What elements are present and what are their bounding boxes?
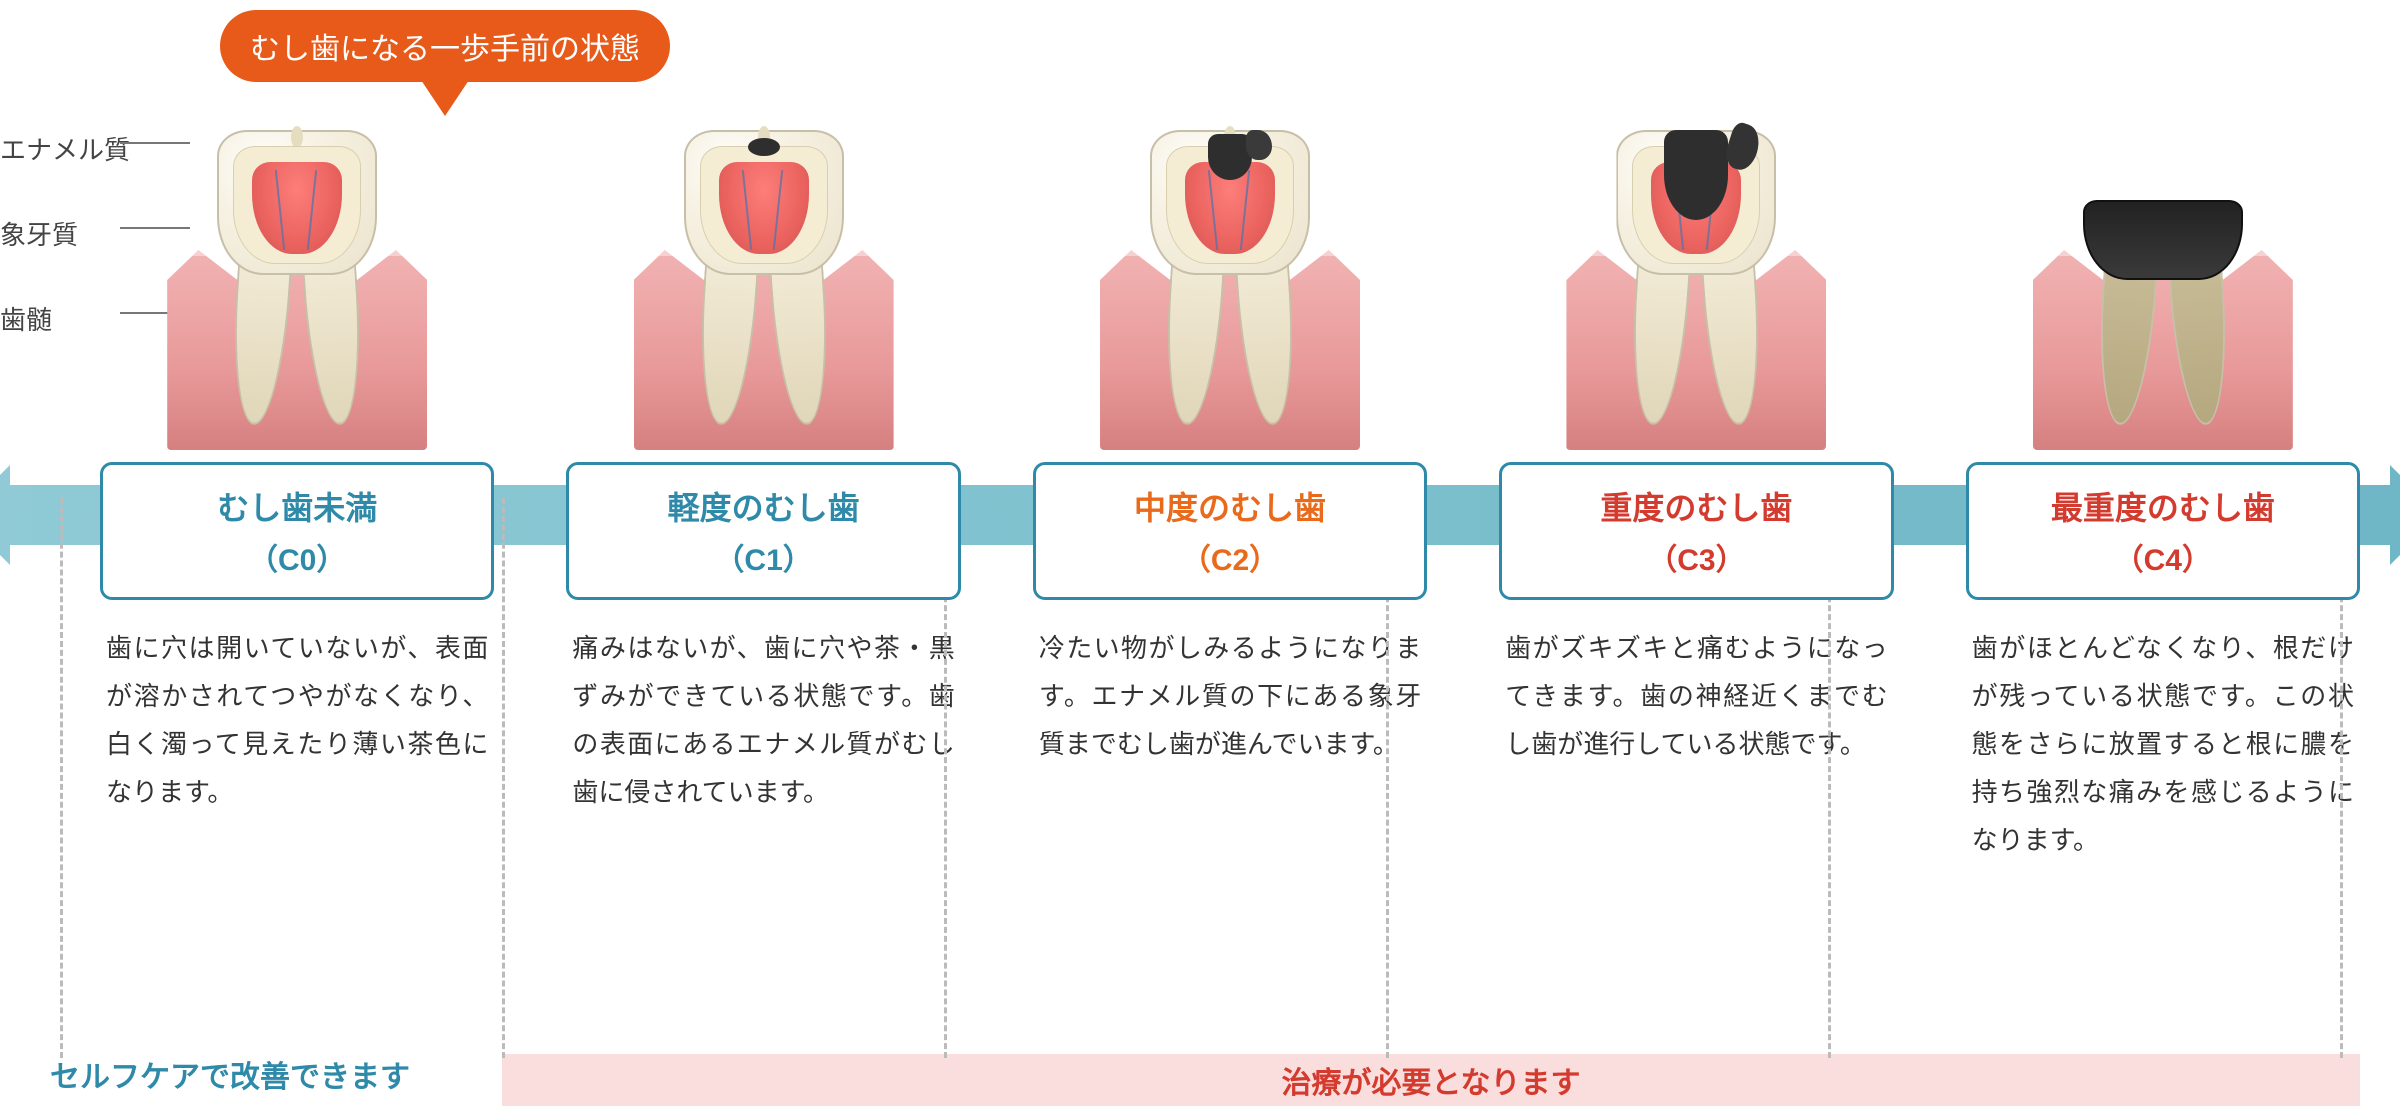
stage-title-box-3: 重度のむし歯 （C3） xyxy=(1499,462,1893,600)
footer-selfcare-text: セルフケアで改善できます xyxy=(50,1052,410,1096)
callout-text: むし歯になる一歩手前の状態 xyxy=(250,33,640,66)
footer-treatment-bar: 治療が必要となります xyxy=(502,1054,2360,1106)
stage-title-box-1: 軽度のむし歯 （C1） xyxy=(566,462,960,600)
stage-description-2: 冷たい物がしみるようになります。エナメル質の下にある象牙質までむし歯が進んでいま… xyxy=(1033,624,1427,768)
stage-code-2: （C2） xyxy=(1048,535,1412,579)
stages-row: むし歯未満 （C0） 歯に穴は開いていないが、表面が溶かされてつやがなくなり、白く濁… xyxy=(100,130,2360,864)
tooth-illustration-4 xyxy=(2033,130,2293,450)
tooth-illustration-3 xyxy=(1566,130,1826,450)
stage-description-4: 歯がほとんどなくなり、根だけが残っている状態です。この状態をさらに放置すると根に… xyxy=(1966,624,2360,864)
footer-treatment-text: 治療が必要となります xyxy=(1281,1058,1580,1102)
divider-0 xyxy=(60,498,63,1058)
stage-2: 中度のむし歯 （C2） 冷たい物がしみるようになります。エナメル質の下にある象牙質ま… xyxy=(1033,130,1427,864)
stage-description-1: 痛みはないが、歯に穴や茶・黒ずみができている状態です。歯の表面にあるエナメル質が… xyxy=(566,624,960,816)
infographic-container: むし歯になる一歩手前の状態 エナメル質 象牙質 歯髄 むし歯未満（C0）歯に穴は… xyxy=(0,0,2400,1110)
stage-description-0: 歯に穴は開いていないが、表面が溶かされてつやがなくなり、白く濁って見えたり薄い茶… xyxy=(100,624,494,816)
tooth-illustration-1 xyxy=(634,130,894,450)
stage-name-2: 中度のむし歯 xyxy=(1048,483,1412,529)
stage-code-3: （C3） xyxy=(1514,535,1878,579)
stage-name-0: むし歯未満 xyxy=(115,483,479,529)
callout-bubble: むし歯になる一歩手前の状態 xyxy=(220,10,670,82)
stage-3: 重度のむし歯 （C3） 歯がズキズキと痛むようになってきます。歯の神経近くまでむし歯… xyxy=(1499,130,1893,864)
tooth-illustration-0 xyxy=(167,130,427,450)
stage-code-0: （C0） xyxy=(115,535,479,579)
stage-1: 軽度のむし歯 （C1） 痛みはないが、歯に穴や茶・黒ずみができている状態です。歯の表… xyxy=(566,130,960,864)
stage-code-4: （C4） xyxy=(1981,535,2345,579)
stage-name-4: 最重度のむし歯 xyxy=(1981,483,2345,529)
tooth-illustration-2 xyxy=(1100,130,1360,450)
stage-code-1: （C1） xyxy=(581,535,945,579)
divider-1 xyxy=(502,498,505,1058)
stage-0: むし歯未満 （C0） 歯に穴は開いていないが、表面が溶かされてつやがなくなり、白く濁… xyxy=(100,130,494,864)
stage-4: 最重度のむし歯 （C4） 歯がほとんどなくなり、根だけが残っている状態です。この状態… xyxy=(1966,130,2360,864)
stage-name-1: 軽度のむし歯 xyxy=(581,483,945,529)
stage-title-box-2: 中度のむし歯 （C2） xyxy=(1033,462,1427,600)
stage-title-box-4: 最重度のむし歯 （C4） xyxy=(1966,462,2360,600)
stage-description-3: 歯がズキズキと痛むようになってきます。歯の神経近くまでむし歯が進行している状態で… xyxy=(1499,624,1893,768)
stage-title-box-0: むし歯未満 （C0） xyxy=(100,462,494,600)
stage-name-3: 重度のむし歯 xyxy=(1514,483,1878,529)
